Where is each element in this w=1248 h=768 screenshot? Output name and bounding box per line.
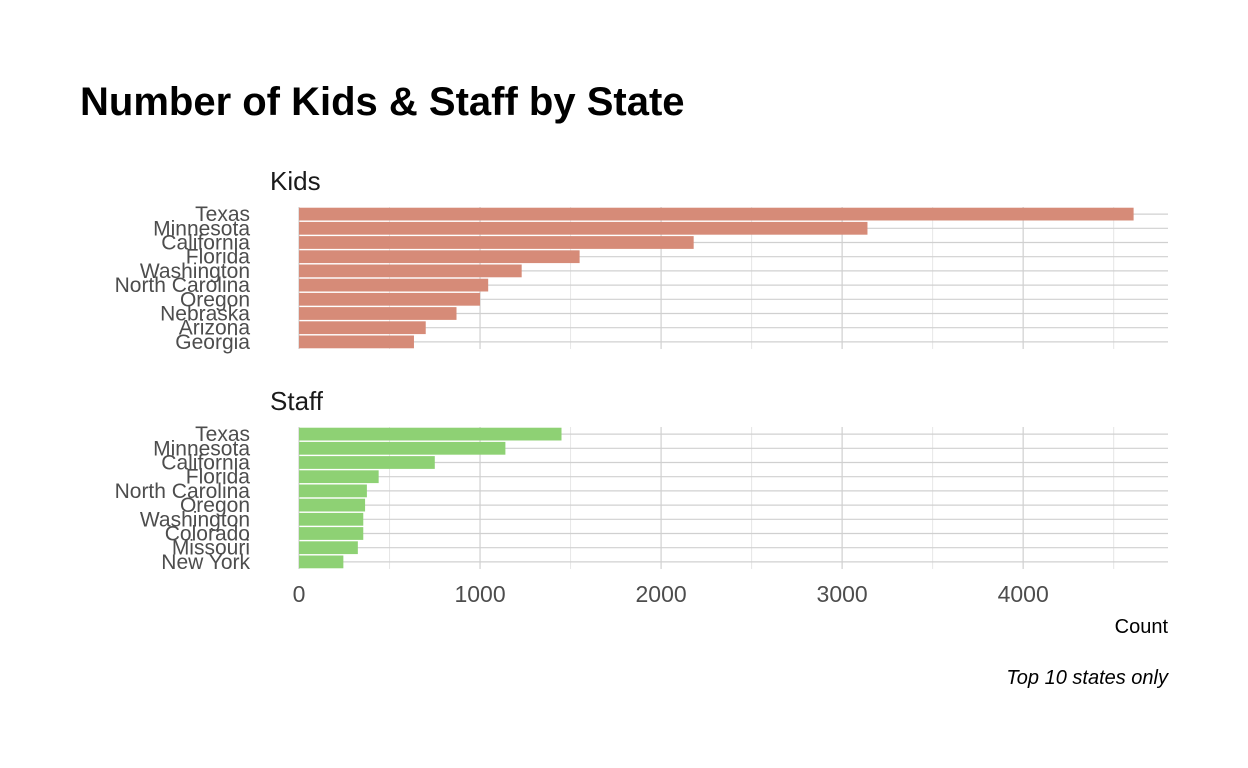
bar-arizona <box>299 321 426 335</box>
bar-texas <box>299 207 1134 221</box>
bar-north-carolina <box>299 484 367 498</box>
category-label: California <box>161 452 250 475</box>
category-label: New York <box>161 551 250 574</box>
bar-texas <box>299 427 562 441</box>
bar-new-york <box>299 555 344 569</box>
panel-staff: Staff TexasMinnesotaCaliforniaFloridaNort… <box>115 386 1168 574</box>
category-label: Oregon <box>180 288 250 311</box>
bar-georgia <box>299 335 414 349</box>
x-tick-label: 3000 <box>817 581 868 607</box>
x-tick-label: 1000 <box>454 581 505 607</box>
bar-north-carolina <box>299 278 489 292</box>
category-label: Texas <box>195 423 250 446</box>
x-axis-title: Count <box>1115 616 1169 638</box>
x-tick-label: 2000 <box>635 581 686 607</box>
panels: KidsTexasMinnesotaCaliforniaFloridaWashi… <box>115 166 1168 574</box>
bar-florida <box>299 470 379 484</box>
bar-california <box>299 456 435 469</box>
category-label: Florida <box>186 246 251 269</box>
category-label: Oregon <box>180 494 250 517</box>
bar-oregon <box>299 498 366 512</box>
bar-minnesota <box>299 221 868 235</box>
category-label: Minnesota <box>153 217 250 240</box>
bar-florida <box>299 250 580 264</box>
category-label: Washington <box>140 508 250 531</box>
category-label: Florida <box>186 466 251 489</box>
x-tick-label: 4000 <box>998 581 1049 607</box>
category-label: Georgia <box>175 331 250 354</box>
category-label: North Carolina <box>115 274 251 297</box>
category-label: California <box>161 232 250 255</box>
category-label: Arizona <box>179 317 251 340</box>
bar-california <box>299 236 694 249</box>
x-tick-label: 0 <box>293 581 306 607</box>
panel-title: Staff <box>270 386 324 416</box>
category-label: Minnesota <box>153 437 250 460</box>
category-label: Texas <box>195 203 250 226</box>
bar-washington <box>299 512 364 526</box>
category-label: Nebraska <box>160 303 250 326</box>
bar-nebraska <box>299 307 457 320</box>
bar-oregon <box>299 292 481 306</box>
x-axis: 0 1000 2000 3000 4000 <box>293 581 1049 607</box>
bar-minnesota <box>299 441 506 455</box>
chart-title: Number of Kids & Staff by State <box>80 80 685 124</box>
bar-colorado <box>299 527 364 540</box>
chart-caption: Top 10 states only <box>1006 667 1169 689</box>
panel-kids: Kids TexasMinnesotaCaliforniaFloridaWashi… <box>115 166 1168 354</box>
category-label: Washington <box>140 260 250 283</box>
category-label: Missouri <box>172 537 250 560</box>
bar-washington <box>299 264 522 278</box>
panel-title: Kids <box>270 166 321 196</box>
category-label: Colorado <box>165 523 250 546</box>
bar-missouri <box>299 541 358 555</box>
category-label: North Carolina <box>115 480 251 503</box>
